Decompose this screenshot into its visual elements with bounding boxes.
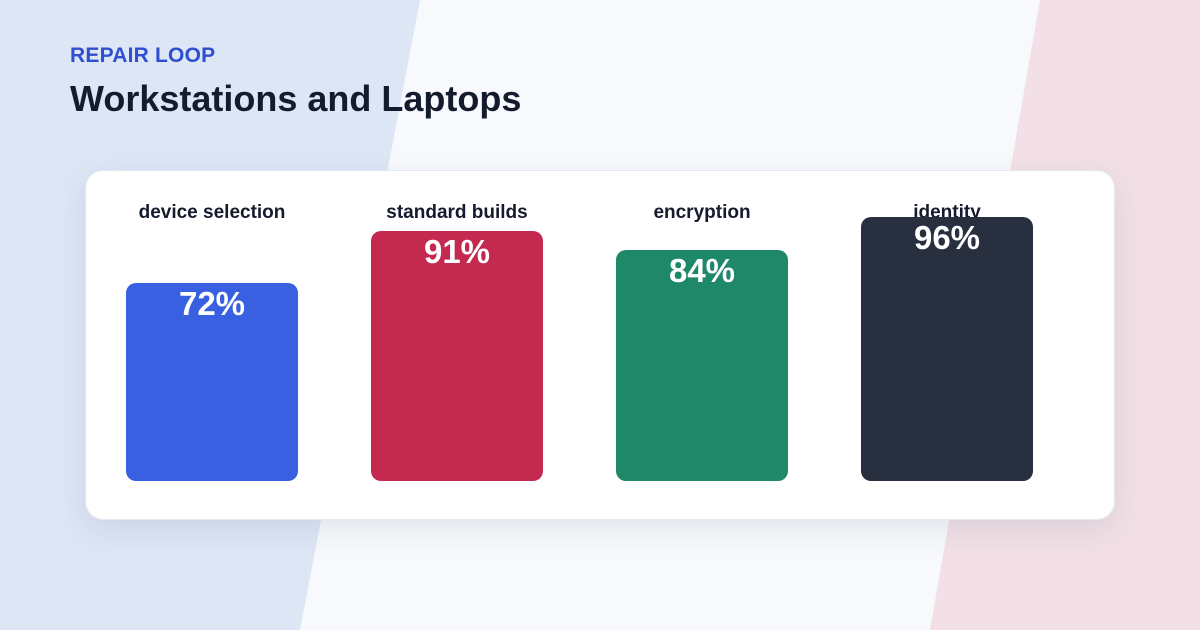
chart-card: device selection 72% standard builds 91% enc… [85,170,1115,520]
category-label: standard builds [386,202,528,223]
category-label: device selection [138,202,286,223]
category-label: encryption [653,202,751,223]
bar: 84% [616,250,788,481]
bar-value-label: 72% [178,285,246,322]
bar: 72% [126,283,298,481]
bar: 96% [861,217,1033,481]
bar: 91% [371,230,543,481]
eyebrow-label: REPAIR LOOP [70,44,216,67]
bar-value-label: 84% [668,252,736,289]
bar-value-label: 96% [913,219,981,256]
bar-value-label: 91% [423,232,491,270]
page-title: Workstations and Laptops [70,78,522,119]
